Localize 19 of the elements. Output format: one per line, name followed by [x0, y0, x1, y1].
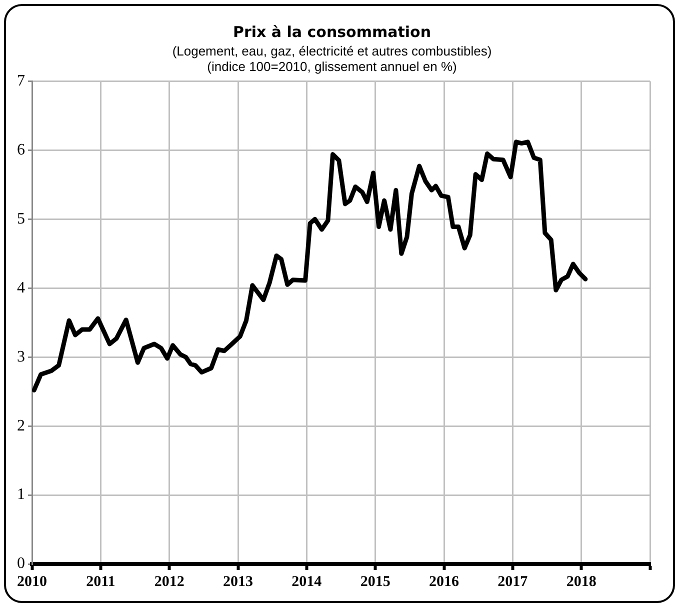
x-tick-label: 2015	[360, 574, 390, 590]
x-tick-label: 2013	[223, 574, 253, 590]
y-tick-label: 0	[17, 555, 25, 572]
y-tick-label: 4	[17, 279, 25, 296]
y-tick-label: 5	[17, 210, 25, 228]
y-tick-label: 7	[17, 72, 25, 90]
y-tick-label: 1	[17, 486, 25, 504]
x-tick-label: 2010	[17, 574, 47, 590]
x-tick-label: 2011	[86, 574, 116, 590]
y-tick-label: 6	[17, 141, 25, 158]
x-tick-label: 2016	[429, 574, 460, 590]
chart-subtitle: (Logement, eau, gaz, électricité et autres combustibles) (indice 100=2010, glissement annuel en %)	[172, 43, 492, 74]
chart-title: Prix à la consommation	[232, 22, 432, 41]
y-tick-label: 2	[17, 417, 25, 434]
y-tick-label: 3	[17, 348, 25, 366]
x-tick-label: 2014	[292, 574, 322, 590]
x-tick-label: 2017	[498, 574, 528, 590]
x-tick-label: 2012	[154, 574, 184, 590]
x-tick-label: 2018	[566, 574, 596, 590]
